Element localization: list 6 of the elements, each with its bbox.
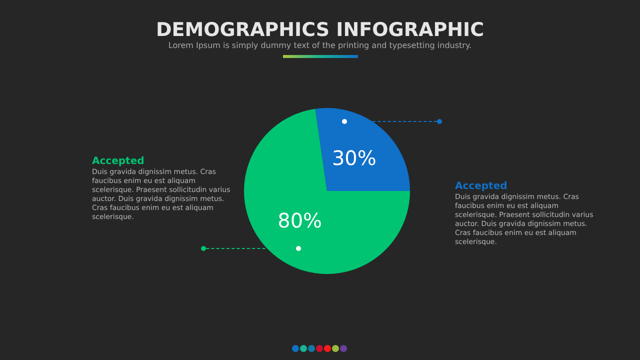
text: Accepted (92, 156, 146, 168)
chart-subtitle: Lorem Ipsum is simply dummy text of the printing and typesetting industry. (167, 41, 473, 51)
text: Accepted (455, 181, 508, 193)
data-label: 30% (332, 146, 376, 170)
chart-title: DEMOGRAPHICS INFOGRAPHIC (154, 18, 486, 42)
data-label: 80% (278, 208, 322, 233)
